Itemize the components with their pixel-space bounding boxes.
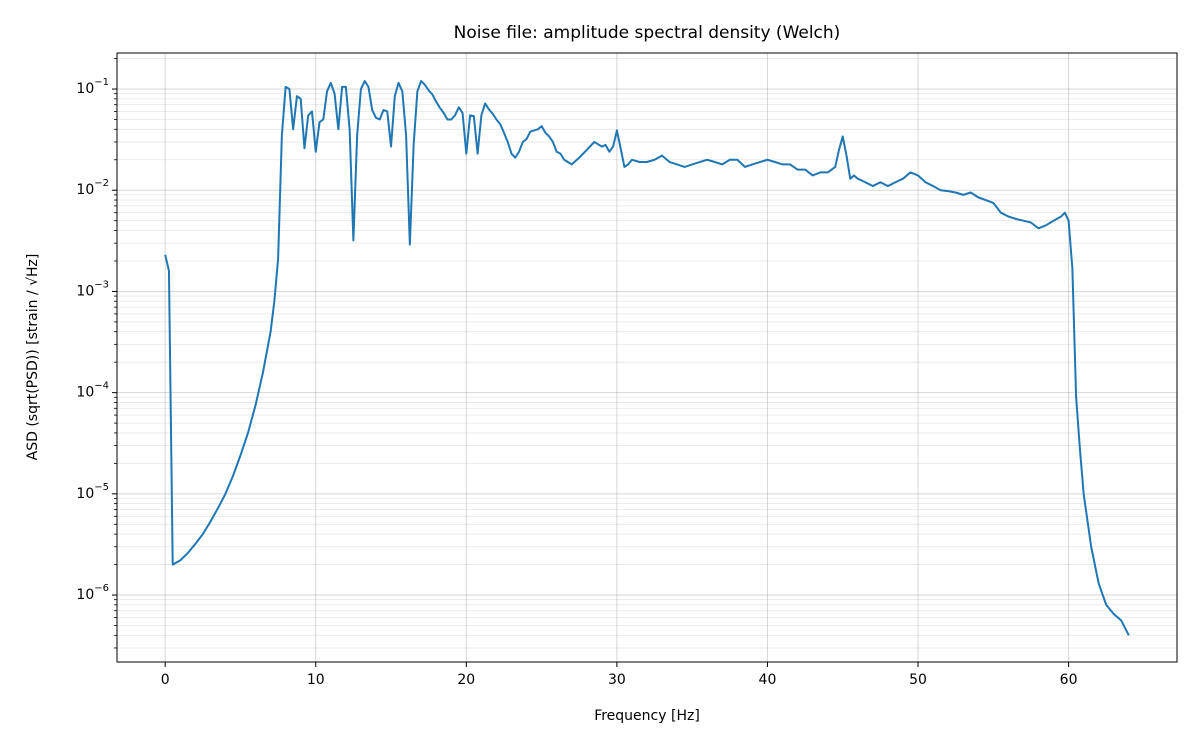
y-tick-label: 10−3: [76, 279, 109, 299]
x-tick-label: 20: [457, 672, 475, 688]
x-axis-label: Frequency [Hz]: [594, 708, 700, 724]
y-tick-label: 10−2: [76, 178, 109, 198]
chart-title: Noise file: amplitude spectral density (…: [454, 23, 841, 43]
plot-frame: [116, 52, 1178, 663]
x-tick-label: 40: [759, 672, 777, 688]
y-tick-label: 10−4: [76, 381, 109, 401]
x-tick-label: 10: [307, 672, 325, 688]
grid: [117, 53, 1177, 662]
y-tick-label: 10−6: [76, 583, 109, 603]
x-tick-label: 50: [909, 672, 927, 688]
x-tick-label: 30: [608, 672, 626, 688]
y-tick-label: 10−1: [76, 77, 109, 97]
x-tick-label: 0: [161, 672, 170, 688]
y-tick-label: 10−5: [76, 482, 109, 502]
y-axis-label: ASD (sqrt(PSD)) [strain / √Hz]: [25, 254, 41, 461]
data-line: [164, 80, 1130, 636]
x-tick-label: 60: [1060, 672, 1078, 688]
